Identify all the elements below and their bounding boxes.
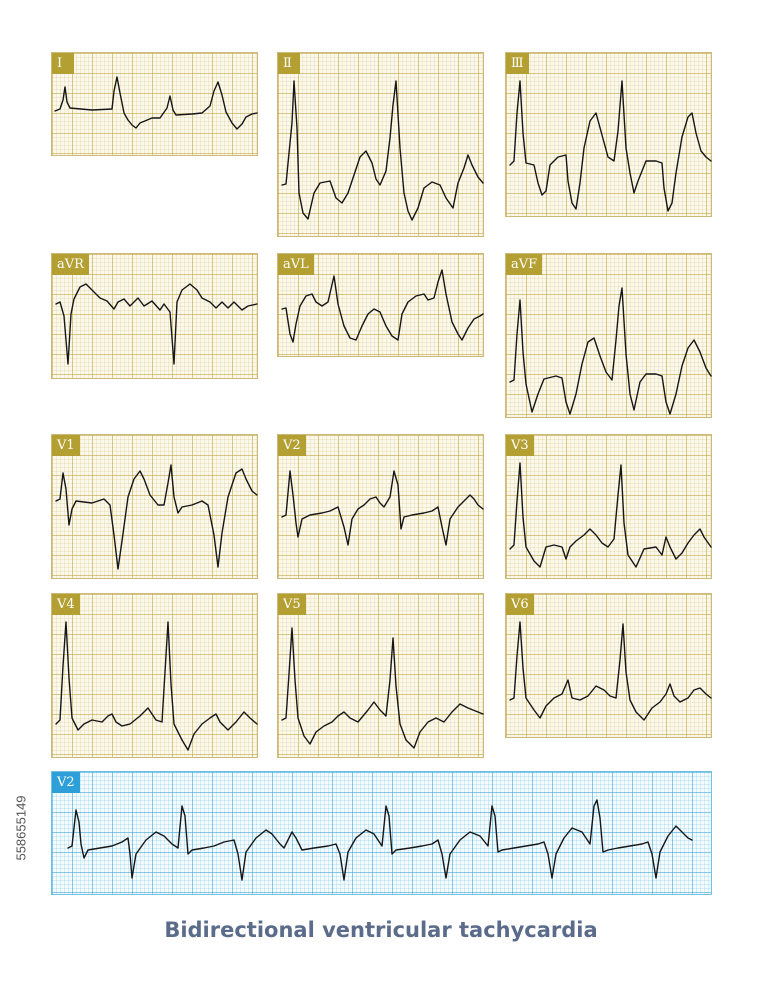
lead-label-V5: V5 bbox=[278, 594, 306, 615]
ecg-panel-V3: V3 bbox=[505, 434, 712, 579]
ecg-trace-V1 bbox=[55, 464, 258, 570]
ecg-panel-V2: V2 bbox=[277, 434, 484, 579]
ecg-trace-aVR bbox=[55, 283, 258, 365]
ecg-trace-V2 bbox=[281, 470, 484, 546]
stock-id-watermark: 558655149 bbox=[10, 768, 32, 888]
ecg-trace-I bbox=[54, 76, 258, 130]
rhythm-strip-V2: V2 bbox=[51, 771, 712, 895]
ecg-trace-V3 bbox=[509, 462, 712, 568]
ecg-trace-aVL bbox=[281, 269, 484, 343]
lead-label-aVR: aVR bbox=[52, 254, 89, 275]
lead-label-V2: V2 bbox=[278, 435, 306, 456]
lead-label-V1: V1 bbox=[52, 435, 80, 456]
lead-label-III: Ⅲ bbox=[506, 53, 529, 74]
ecg-panel-V1: V1 bbox=[51, 434, 258, 579]
lead-label-II: Ⅱ bbox=[278, 53, 300, 74]
lead-label-V4: V4 bbox=[52, 594, 80, 615]
stock-id-text: 558655149 bbox=[13, 795, 29, 861]
lead-label-I: Ⅰ bbox=[52, 53, 74, 74]
lead-label-rhythm-V2: V2 bbox=[52, 772, 80, 793]
ecg-panel-aVL: aVL bbox=[277, 253, 484, 357]
ecg-panel-III: Ⅲ bbox=[505, 52, 712, 217]
ecg-trace-V6 bbox=[509, 621, 712, 721]
lead-label-V6: V6 bbox=[506, 594, 534, 615]
ecg-trace-III bbox=[509, 80, 712, 212]
ecg-panel-V4: V4 bbox=[51, 593, 258, 758]
ecg-panel-V5: V5 bbox=[277, 593, 484, 758]
ecg-trace-II bbox=[281, 80, 484, 221]
ecg-panel-V6: V6 bbox=[505, 593, 712, 738]
ecg-panel-I: Ⅰ bbox=[51, 52, 258, 156]
ecg-panel-aVR: aVR bbox=[51, 253, 258, 379]
ecg-panel-II: Ⅱ bbox=[277, 52, 484, 237]
ecg-panel-aVF: aVF bbox=[505, 253, 712, 418]
lead-label-V3: V3 bbox=[506, 435, 534, 456]
lead-label-aVF: aVF bbox=[506, 254, 543, 275]
ecg-trace-rhythm-V2 bbox=[67, 799, 693, 881]
ecg-trace-aVF bbox=[509, 287, 712, 415]
lead-label-aVL: aVL bbox=[278, 254, 314, 275]
figure-caption: Bidirectional ventricular tachycardia bbox=[164, 918, 598, 942]
ecg-trace-V5 bbox=[281, 627, 484, 749]
ecg-trace-V4 bbox=[55, 621, 258, 751]
